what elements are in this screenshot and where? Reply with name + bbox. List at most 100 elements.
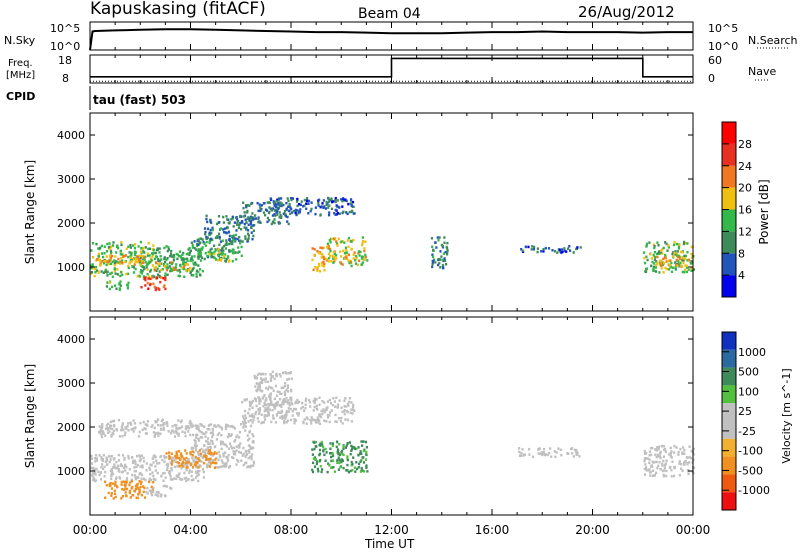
range-cell: [346, 442, 349, 445]
range-cell: [196, 461, 199, 464]
range-cell: [93, 479, 96, 483]
range-cell: [257, 382, 261, 386]
range-cell: [171, 425, 174, 428]
range-cell: [340, 460, 343, 464]
range-cell: [124, 487, 127, 490]
range-cell: [676, 255, 680, 259]
range-cell: [272, 207, 275, 210]
range-cell: [174, 266, 177, 269]
range-cell: [189, 451, 192, 454]
range-cell: [359, 450, 362, 453]
scatter-region: [95, 254, 145, 267]
range-cell: [272, 200, 275, 203]
range-cell: [285, 400, 288, 403]
range-cell: [183, 462, 186, 465]
range-cell: [128, 251, 131, 254]
noise-sky-line: [89, 28, 693, 51]
range-cell: [327, 206, 330, 209]
range-cell: [209, 219, 212, 222]
range-cell: [190, 241, 193, 244]
range-cell: [434, 261, 437, 264]
range-cell: [689, 456, 693, 460]
range-cell: [325, 203, 328, 206]
range-cell: [252, 229, 255, 232]
range-cell: [247, 420, 250, 423]
range-cell: [442, 252, 445, 255]
range-cell: [530, 248, 533, 251]
range-cell: [669, 266, 672, 269]
range-cell: [180, 466, 183, 470]
range-cell: [202, 476, 205, 479]
range-cell: [174, 268, 177, 271]
range-cell: [197, 252, 200, 255]
range-cell: [180, 463, 183, 467]
range-cell: [247, 223, 250, 227]
range-cell: [106, 281, 109, 284]
range-cell: [249, 466, 252, 469]
range-cell: [224, 443, 227, 446]
range-cell: [548, 451, 551, 455]
range-cell: [332, 257, 335, 260]
range-cell: [683, 463, 686, 466]
range-cell: [102, 261, 106, 265]
range-cell: [677, 265, 680, 268]
range-cell: [664, 447, 667, 451]
range-cell: [272, 389, 275, 393]
range-cell: [205, 240, 208, 244]
range-cell: [231, 425, 234, 428]
range-cell: [290, 377, 293, 380]
range-cell: [190, 422, 193, 425]
range-cell: [261, 389, 264, 393]
range-cell: [365, 458, 368, 461]
range-cell: [316, 408, 319, 411]
range-cell: [329, 401, 332, 405]
range-cell: [118, 435, 121, 438]
range-cell: [352, 406, 355, 409]
range-cell: [320, 440, 323, 444]
range-cell: [671, 253, 674, 256]
range-cell: [239, 214, 242, 218]
range-cell: [181, 266, 184, 269]
range-cell: [684, 459, 687, 463]
range-cell: [241, 400, 244, 404]
range-cell: [125, 247, 128, 250]
range-cell: [247, 217, 250, 221]
range-cell: [287, 399, 290, 402]
range-cell: [112, 497, 115, 500]
range-cell: [193, 240, 196, 243]
range-cell: [228, 242, 231, 246]
range-cell: [303, 204, 306, 207]
range-cell: [119, 477, 122, 480]
range-cell: [318, 443, 321, 447]
range-cell: [322, 199, 325, 202]
range-cell: [344, 198, 347, 201]
range-cell: [150, 478, 153, 482]
range-cell: [204, 232, 207, 236]
range-cell: [163, 256, 166, 259]
range-cell: [285, 413, 288, 417]
range-cell: [283, 393, 287, 397]
range-cell: [273, 209, 276, 212]
range-cell: [689, 260, 692, 263]
range-cell: [234, 251, 237, 254]
range-cell: [113, 492, 117, 495]
range-cell: [167, 471, 171, 475]
range-cell: [117, 453, 120, 457]
range-cell: [262, 421, 265, 424]
range-cell: [212, 433, 215, 437]
range-cell: [92, 475, 95, 479]
range-cell: [198, 430, 201, 433]
range-cell: [130, 423, 133, 426]
range-cell: [139, 485, 142, 489]
range-cell: [294, 419, 298, 422]
range-cell: [265, 414, 269, 417]
range-cell: [243, 226, 246, 229]
y-tick-label: 2000: [57, 421, 85, 434]
range-cell: [543, 448, 546, 451]
range-cell: [189, 452, 192, 456]
range-cell: [235, 258, 238, 261]
range-cell: [270, 222, 273, 226]
range-cell: [156, 248, 159, 252]
range-cell: [164, 272, 167, 275]
range-cell: [198, 459, 201, 462]
